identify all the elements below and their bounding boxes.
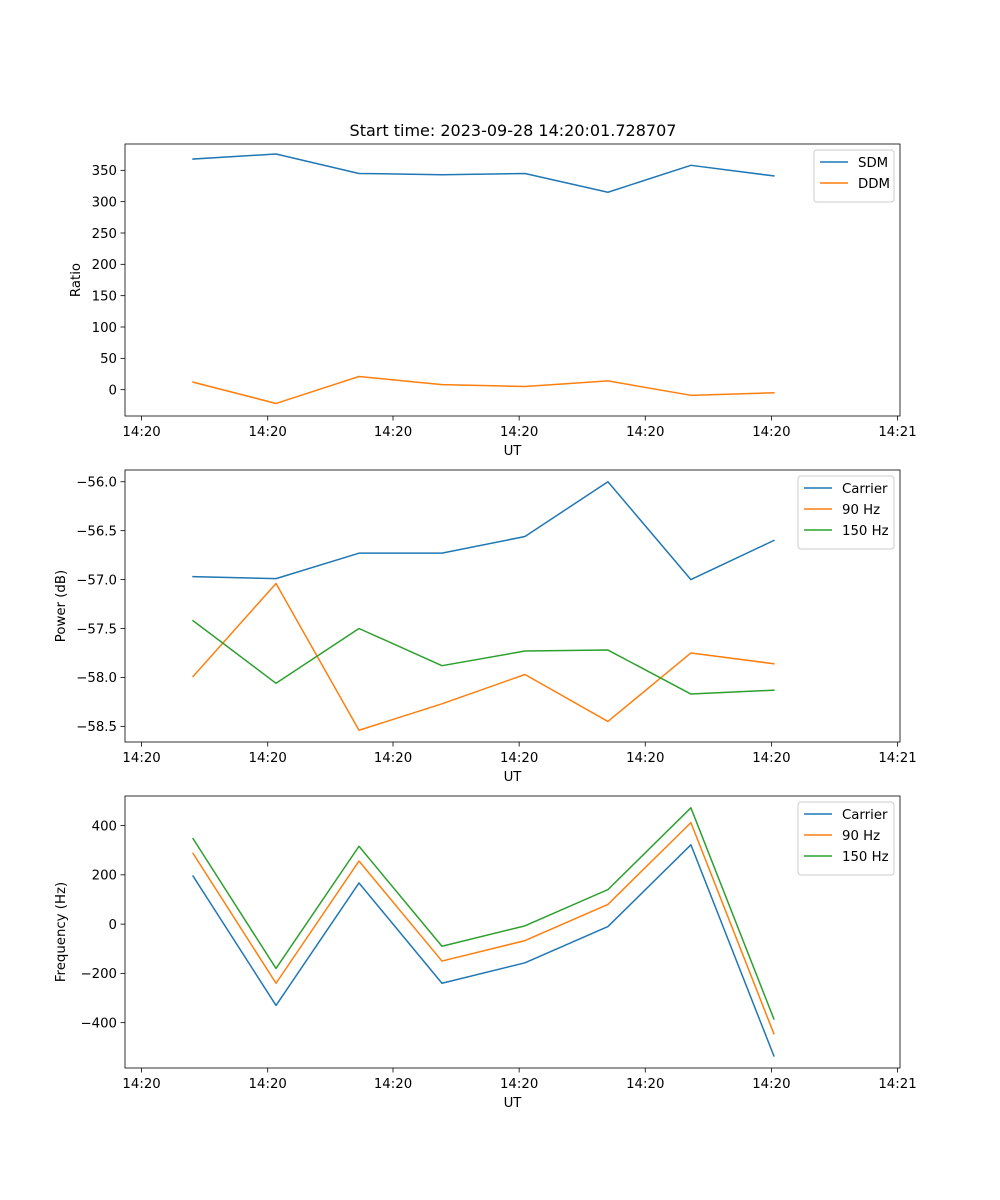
- x-tick-label: 14:20: [752, 1077, 790, 1092]
- legend: Carrier 90 Hz 150 Hz: [797, 475, 895, 550]
- x-tick-label: 14:20: [752, 425, 790, 440]
- x-tick-label: 14:20: [249, 425, 287, 440]
- x-tick-label: 14:20: [122, 1077, 160, 1092]
- y-tick-label: −58.5: [76, 720, 117, 735]
- y-tick-label: −57.5: [76, 622, 117, 637]
- y-tick-label: 250: [92, 227, 117, 242]
- y-tick-label: −58.0: [76, 671, 117, 686]
- x-tick-label: 14:20: [626, 425, 664, 440]
- x-tick-label: 14:20: [626, 1077, 664, 1092]
- y-tick-label: 100: [92, 321, 117, 336]
- series-line-ddm: [192, 375, 775, 405]
- y-tick-label: −56.0: [76, 476, 117, 491]
- legend: SDM DDM: [813, 149, 895, 203]
- x-axis-label: UT: [504, 444, 523, 459]
- y-tick-label: 300: [92, 195, 117, 210]
- y-tick-label: 50: [100, 352, 117, 367]
- series-line-90-hz: [192, 821, 775, 1035]
- series-line-150-hz: [191, 619, 775, 695]
- y-tick-label: −56.5: [76, 524, 117, 539]
- axes-frame: [124, 469, 901, 743]
- x-tick-label: 14:20: [752, 751, 790, 766]
- legend-label: Carrier: [842, 482, 888, 497]
- y-tick-label: 400: [92, 819, 117, 834]
- x-tick-label: 14:20: [500, 425, 538, 440]
- chart-panel-1: 14:20 14:20 14:20 14:20 14:20 14:20 14:21 0 50 10…: [69, 143, 917, 459]
- legend-label: Carrier: [842, 808, 888, 823]
- x-tick-label: 14:20: [626, 751, 664, 766]
- x-tick-label: 14:20: [374, 425, 412, 440]
- x-axis-label: UT: [504, 1096, 523, 1111]
- figure-title: Start time: 2023-09-28 14:20:01.728707: [350, 121, 677, 140]
- series-line-90-hz: [191, 582, 775, 732]
- legend-box: [813, 149, 895, 203]
- x-tick-label: 14:20: [249, 1077, 287, 1092]
- legend-label: DDM: [858, 177, 890, 192]
- legend-label: 90 Hz: [842, 829, 880, 844]
- legend-label: 90 Hz: [842, 503, 880, 518]
- x-tick-label: 14:21: [878, 425, 916, 440]
- x-tick-label: 14:20: [249, 751, 287, 766]
- y-tick-label: 0: [109, 918, 117, 933]
- axes-frame: [124, 795, 901, 1069]
- chart-panel-2: 14:20 14:20 14:20 14:20 14:20 14:20 14:21 −56.0…: [54, 469, 917, 785]
- y-tick-label: −400: [80, 1016, 117, 1031]
- x-tick-label: 14:21: [878, 751, 916, 766]
- y-tick-label: 0: [109, 383, 117, 398]
- y-tick-label: −57.0: [76, 573, 117, 588]
- series-line-150-hz: [192, 807, 775, 1020]
- chart-panel-3: 14:20 14:20 14:20 14:20 14:20 14:20 14:21 −400 −…: [54, 795, 917, 1111]
- y-axis-label: Frequency (Hz): [54, 882, 69, 982]
- x-tick-label: 14:20: [374, 1077, 412, 1092]
- x-axis-label: UT: [504, 770, 523, 785]
- y-tick-label: 350: [92, 164, 117, 179]
- legend-label: 150 Hz: [842, 524, 889, 539]
- x-tick-label: 14:20: [500, 1077, 538, 1092]
- x-tick-label: 14:21: [878, 1077, 916, 1092]
- legend-label: SDM: [858, 156, 888, 171]
- x-tick-label: 14:20: [374, 751, 412, 766]
- y-tick-label: −200: [80, 967, 117, 982]
- series-line-sdm: [192, 153, 775, 194]
- legend-label: 150 Hz: [842, 850, 889, 865]
- x-tick-label: 14:20: [122, 751, 160, 766]
- y-axis-label: Ratio: [69, 263, 84, 297]
- legend: Carrier 90 Hz 150 Hz: [797, 801, 895, 876]
- y-tick-label: 150: [92, 289, 117, 304]
- x-tick-label: 14:20: [122, 425, 160, 440]
- series-line-carrier: [192, 844, 775, 1057]
- x-tick-label: 14:20: [500, 751, 538, 766]
- series-line-carrier: [192, 480, 775, 581]
- y-axis-label: Power (dB): [54, 570, 69, 642]
- chart-panels: 14:20 14:20 14:20 14:20 14:20 14:20 14:21 0 50 10…: [54, 143, 917, 1111]
- y-tick-label: 200: [92, 258, 117, 273]
- axes-frame: [124, 143, 901, 417]
- y-tick-label: 200: [92, 869, 117, 884]
